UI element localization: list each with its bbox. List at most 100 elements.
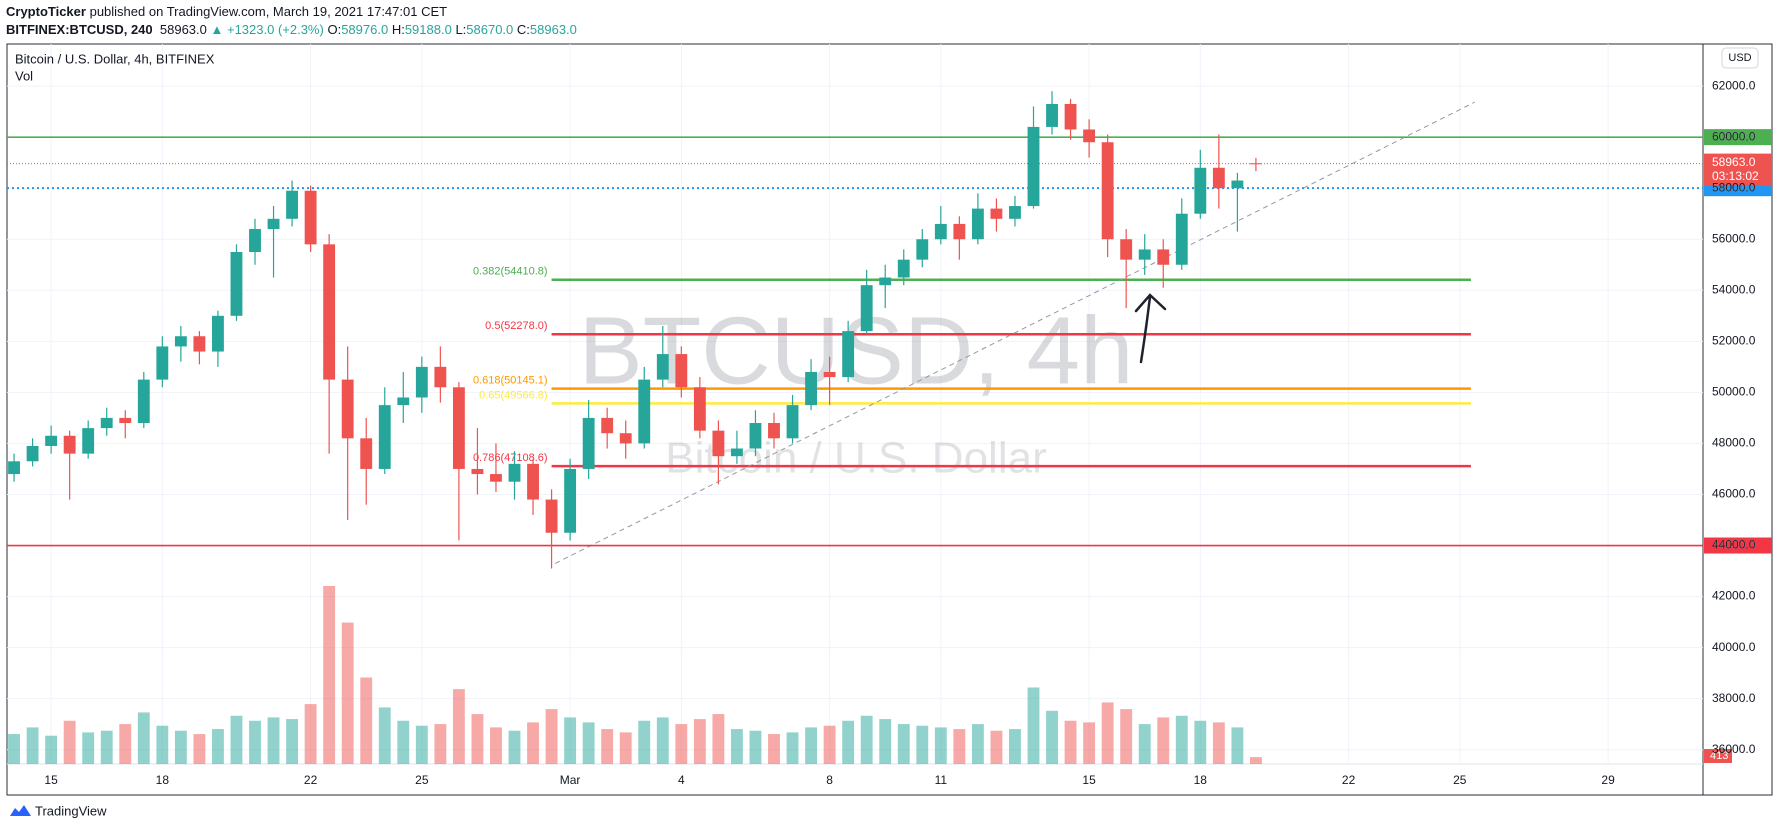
volume-bar bbox=[971, 724, 984, 764]
change: ▲ +1323.0 (+2.3%) bbox=[210, 22, 324, 37]
volume-bar bbox=[304, 704, 317, 764]
fib-label: 0.5(52278.0) bbox=[485, 320, 547, 332]
candle-body bbox=[1157, 249, 1170, 265]
volume-bar bbox=[1175, 715, 1188, 764]
y-tick-label: 58000.0 bbox=[1712, 180, 1756, 194]
candle-body bbox=[786, 405, 799, 439]
ohlc-label: H: bbox=[391, 22, 405, 37]
candle-body bbox=[341, 379, 354, 439]
trend-line bbox=[555, 101, 1475, 564]
candle-body bbox=[490, 474, 502, 482]
volume-bar bbox=[1083, 722, 1096, 764]
volume-bar bbox=[378, 707, 391, 764]
candle-body bbox=[1064, 103, 1077, 130]
candle-body bbox=[1249, 163, 1262, 165]
volume-bar bbox=[805, 727, 818, 764]
brand: TradingView bbox=[35, 803, 107, 818]
currency-button[interactable] bbox=[1721, 47, 1759, 69]
candle-body bbox=[730, 448, 743, 457]
candle-body bbox=[1175, 213, 1188, 265]
candle-body bbox=[823, 371, 836, 378]
volume-bar bbox=[1027, 687, 1040, 764]
y-tick-label: 48000.0 bbox=[1712, 436, 1756, 450]
y-tick-label: 46000.0 bbox=[1712, 487, 1756, 501]
x-tick-label: 11 bbox=[935, 773, 948, 787]
volume-bar bbox=[508, 730, 521, 764]
volume-tag: 413 bbox=[1710, 750, 1728, 762]
candle-body bbox=[82, 428, 95, 454]
y-tick-label: 38000.0 bbox=[1712, 691, 1756, 705]
candle-body bbox=[193, 336, 206, 352]
candle-body bbox=[619, 433, 632, 444]
fib-label: 0.65(49566.8) bbox=[479, 389, 548, 401]
levels: 0.382(54410.8) 0.5(52278.0) 0.618(50145.1)… bbox=[7, 101, 1703, 564]
y-tick-label: 40000.0 bbox=[1712, 640, 1756, 654]
fib-label: 0.618(50145.1) bbox=[473, 375, 548, 387]
fib-label: 0.786(47108.6) bbox=[473, 452, 548, 464]
volume-bar bbox=[1009, 729, 1021, 764]
volume-bar bbox=[471, 714, 484, 764]
x-tick-label: Mar bbox=[560, 773, 581, 787]
candle-body bbox=[897, 259, 910, 278]
candle-body bbox=[212, 315, 224, 352]
ohlc-label: O: bbox=[327, 22, 342, 37]
x-tick-label: 18 bbox=[156, 773, 170, 787]
volume-bar bbox=[174, 730, 187, 764]
candle-body bbox=[26, 445, 39, 462]
volume-bar bbox=[100, 730, 113, 764]
y-tick-label: 44000.0 bbox=[1712, 538, 1756, 552]
x-tick-label: 22 bbox=[1342, 773, 1356, 787]
candle-body bbox=[100, 417, 113, 429]
chart-frame bbox=[6, 43, 1773, 796]
candle-body bbox=[1231, 180, 1244, 189]
volume-bar bbox=[490, 727, 502, 764]
volume-tag-bg bbox=[1704, 749, 1732, 763]
volume-bar bbox=[619, 732, 632, 764]
hand-arrow bbox=[1134, 293, 1167, 364]
currency[interactable]: USD bbox=[1728, 52, 1751, 64]
x-tick-label: 25 bbox=[1453, 773, 1467, 787]
volume-bar bbox=[1101, 702, 1114, 764]
x-tick-label: 18 bbox=[1194, 773, 1208, 787]
candle-body bbox=[1101, 142, 1114, 240]
candle-body bbox=[1194, 167, 1207, 214]
volume-bar bbox=[212, 729, 224, 764]
chart-title: Bitcoin / U.S. Dollar, 4h, BITFINEX bbox=[15, 51, 215, 66]
level-tag-bg bbox=[1704, 537, 1772, 554]
ohlc-value: 58670.0 bbox=[466, 22, 514, 37]
candle-body bbox=[63, 435, 76, 454]
y-tick-label: 36000.0 bbox=[1712, 742, 1756, 756]
x-tick-label: 15 bbox=[44, 773, 58, 787]
candle-body bbox=[8, 461, 20, 475]
candle-body bbox=[805, 371, 818, 406]
countdown: 03:13:02 bbox=[1712, 169, 1759, 183]
candle-body bbox=[45, 435, 58, 446]
candle-body bbox=[137, 379, 150, 424]
volume-bar bbox=[397, 720, 410, 764]
candle-body bbox=[323, 244, 336, 380]
y-tick-label: 54000.0 bbox=[1712, 282, 1756, 296]
volume-bar bbox=[564, 717, 577, 764]
candle-body bbox=[397, 397, 410, 406]
candle-body bbox=[971, 208, 984, 240]
candle-body bbox=[601, 417, 614, 434]
volume-bar bbox=[693, 719, 706, 764]
volume-bar bbox=[82, 732, 95, 764]
volume-bar bbox=[601, 729, 614, 764]
publish-line: CryptoTicker published on TradingView.co… bbox=[6, 3, 577, 21]
candle-body bbox=[656, 354, 669, 380]
candle-body bbox=[749, 423, 762, 449]
volume-bar bbox=[63, 720, 76, 764]
y-tick-label: 56000.0 bbox=[1712, 231, 1756, 245]
candle-body bbox=[1083, 129, 1096, 143]
candle-body bbox=[712, 430, 725, 457]
volume-bar bbox=[137, 712, 150, 764]
volume-bar bbox=[119, 724, 132, 764]
volume-bar bbox=[675, 724, 688, 764]
candle-body bbox=[527, 463, 539, 500]
ohlc-value: 59188.0 bbox=[404, 22, 452, 37]
volume-bar bbox=[1231, 727, 1244, 764]
volume-bar bbox=[953, 729, 966, 764]
volume-bar bbox=[1212, 722, 1225, 764]
